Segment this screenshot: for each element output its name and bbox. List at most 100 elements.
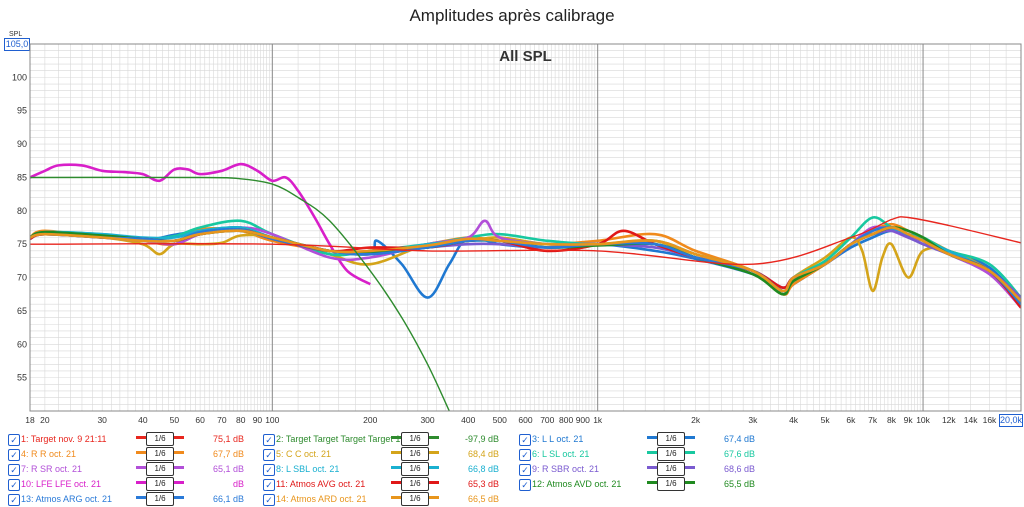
x-tick-label: 9k xyxy=(904,415,914,425)
legend-item-value: 66,1 dB xyxy=(212,494,244,504)
x-tick-label: 16k xyxy=(983,415,997,425)
legend-checkbox[interactable]: ✓ xyxy=(263,464,275,476)
legend-item[interactable]: ✓ 9: R SBR oct. 21 1/6 68,6 dB xyxy=(519,462,769,477)
x-tick-label: 2k xyxy=(691,415,701,425)
smoothing-button[interactable]: 1/6 xyxy=(657,447,685,461)
x-tick-label: 400 xyxy=(461,415,475,425)
legend-checkbox[interactable]: ✓ xyxy=(263,479,275,491)
legend-item-value: 67,4 dB xyxy=(723,434,755,444)
smoothing-button[interactable]: 1/6 xyxy=(657,432,685,446)
y-tick-label: 65 xyxy=(17,306,27,316)
smoothing-button[interactable]: 1/6 xyxy=(401,432,429,446)
smoothing-button[interactable]: 1/6 xyxy=(146,432,174,446)
legend: ✓ 1: Target nov. 9 21:11 1/6 75,1 dB ✓ 2: Tar… xyxy=(0,430,1024,507)
legend-item[interactable]: ✓ 3: L L oct. 21 1/6 67,4 dB xyxy=(519,432,769,447)
smoothing-button[interactable]: 1/6 xyxy=(657,477,685,491)
x-tick-label: 5k xyxy=(821,415,831,425)
smoothing-button[interactable]: 1/6 xyxy=(401,462,429,476)
legend-item-value: 66,5 dB xyxy=(467,494,499,504)
major-gridlines xyxy=(271,44,924,411)
legend-checkbox[interactable]: ✓ xyxy=(8,479,20,491)
chart-plot-area[interactable]: 55 60 65 70 75 80 85 90 95 100 18 20 30 40 50 60 70 80 90… xyxy=(0,0,1024,430)
legend-item[interactable]: ✓ 11: Atmos AVG oct. 21 1/6 65,3 dB xyxy=(263,477,513,492)
y-tick-label: 100 xyxy=(12,72,27,82)
y-tick-label: 80 xyxy=(17,206,27,216)
legend-checkbox[interactable]: ✓ xyxy=(263,434,275,446)
smoothing-button[interactable]: 1/6 xyxy=(146,447,174,461)
legend-item-label: 4: R R oct. 21 xyxy=(21,449,77,459)
legend-checkbox[interactable]: ✓ xyxy=(8,449,20,461)
y-tick-label: 95 xyxy=(17,106,27,116)
smoothing-button[interactable]: 1/6 xyxy=(401,477,429,491)
legend-item-label: 5: C C oct. 21 xyxy=(276,449,332,459)
smoothing-button[interactable]: 1/6 xyxy=(657,462,685,476)
series-line-2-target-target-target-target-1 xyxy=(30,176,450,411)
legend-item-label: 3: L L oct. 21 xyxy=(532,434,584,444)
legend-item-value: 67,7 dB xyxy=(212,449,244,459)
x-tick-label: 18 xyxy=(25,415,35,425)
x-tick-label: 30 xyxy=(97,415,107,425)
smoothing-button[interactable]: 1/6 xyxy=(146,477,174,491)
x-tick-label: 40 xyxy=(138,415,148,425)
legend-item-label: 8: L SBL oct. 21 xyxy=(276,464,340,474)
x-tick-label: 12k xyxy=(942,415,956,425)
series-layer xyxy=(30,162,1021,411)
legend-item-label: 1: Target nov. 9 21:11 xyxy=(21,434,107,444)
legend-item[interactable]: ✓ 10: LFE LFE oct. 21 1/6 dB xyxy=(8,477,258,492)
y-tick-label: 55 xyxy=(17,373,27,383)
legend-checkbox[interactable]: ✓ xyxy=(519,449,531,461)
legend-item[interactable]: ✓ 1: Target nov. 9 21:11 1/6 75,1 dB xyxy=(8,432,258,447)
y-tick-label: 85 xyxy=(17,172,27,182)
legend-checkbox[interactable]: ✓ xyxy=(519,434,531,446)
x-tick-label: 600 xyxy=(518,415,532,425)
legend-checkbox[interactable]: ✓ xyxy=(519,479,531,491)
x-tick-label: 6k xyxy=(846,415,856,425)
legend-item-label: 7: R SR oct. 21 xyxy=(21,464,83,474)
legend-checkbox[interactable]: ✓ xyxy=(519,464,531,476)
series-line-10-lfe-lfe-oct-21 xyxy=(30,162,371,286)
x-right-value-badge[interactable]: 20,0k xyxy=(999,414,1023,427)
legend-item-label: 13: Atmos ARG oct. 21 xyxy=(21,494,113,504)
y-tick-label: 90 xyxy=(17,139,27,149)
legend-item-label: 2: Target Target Target Target 1 xyxy=(276,434,401,444)
x-tick-label: 800 xyxy=(559,415,573,425)
x-tick-label: 60 xyxy=(195,415,205,425)
legend-item[interactable]: ✓ 7: R SR oct. 21 1/6 65,1 dB xyxy=(8,462,258,477)
legend-item-value: -97,9 dB xyxy=(464,434,499,444)
legend-item[interactable]: ✓ 6: L SL oct. 21 1/6 67,6 dB xyxy=(519,447,769,462)
legend-item-label: 14: Atmos ARD oct. 21 xyxy=(276,494,367,504)
legend-item[interactable]: ✓ 2: Target Target Target Target 1 1/6 -97,… xyxy=(263,432,513,447)
x-axis-ticks: 18 20 30 40 50 60 70 80 90 100 200 300 400 500 600 700 8… xyxy=(25,415,997,425)
x-tick-label: 70 xyxy=(217,415,227,425)
legend-item[interactable]: ✓ 8: L SBL oct. 21 1/6 66,8 dB xyxy=(263,462,513,477)
x-tick-label: 300 xyxy=(420,415,434,425)
legend-item-label: 6: L SL oct. 21 xyxy=(532,449,590,459)
legend-checkbox[interactable]: ✓ xyxy=(8,434,20,446)
legend-item[interactable]: ✓ 5: C C oct. 21 1/6 68,4 dB xyxy=(263,447,513,462)
legend-item[interactable]: ✓ 12: Atmos AVD oct. 21 1/6 65,5 dB xyxy=(519,477,769,492)
series-line-1-target-nov-9-21-11 xyxy=(30,216,1021,266)
chart-subtitle: All SPL xyxy=(499,48,552,65)
legend-item-value: 75,1 dB xyxy=(212,434,244,444)
smoothing-button[interactable]: 1/6 xyxy=(401,447,429,461)
legend-checkbox[interactable]: ✓ xyxy=(8,464,20,476)
x-tick-label: 7k xyxy=(868,415,878,425)
legend-checkbox[interactable]: ✓ xyxy=(263,449,275,461)
legend-item-value: dB xyxy=(232,479,244,489)
x-tick-label: 8k xyxy=(887,415,897,425)
x-tick-label: 3k xyxy=(748,415,758,425)
smoothing-button[interactable]: 1/6 xyxy=(401,492,429,506)
legend-item-label: 9: R SBR oct. 21 xyxy=(532,464,600,474)
legend-item[interactable]: ✓ 13: Atmos ARG oct. 21 1/6 66,1 dB xyxy=(8,492,258,507)
legend-checkbox[interactable]: ✓ xyxy=(263,494,275,506)
x-tick-label: 80 xyxy=(236,415,246,425)
x-tick-label: 200 xyxy=(363,415,377,425)
x-tick-label: 500 xyxy=(493,415,507,425)
smoothing-button[interactable]: 1/6 xyxy=(146,492,174,506)
legend-item-label: 12: Atmos AVD oct. 21 xyxy=(532,479,622,489)
legend-checkbox[interactable]: ✓ xyxy=(8,494,20,506)
legend-item[interactable]: ✓ 14: Atmos ARD oct. 21 1/6 66,5 dB xyxy=(263,492,513,507)
smoothing-button[interactable]: 1/6 xyxy=(146,462,174,476)
legend-item[interactable]: ✓ 4: R R oct. 21 1/6 67,7 dB xyxy=(8,447,258,462)
y-tick-label: 75 xyxy=(17,239,27,249)
